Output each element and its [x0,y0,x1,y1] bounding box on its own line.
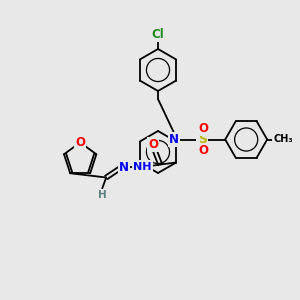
Text: Cl: Cl [152,28,164,40]
Text: O: O [148,138,158,151]
Text: CH₃: CH₃ [273,134,293,145]
Text: N: N [169,133,179,146]
Text: H: H [98,190,106,200]
Text: N: N [119,161,129,174]
Text: NH: NH [133,161,152,172]
Text: O: O [198,122,208,135]
Text: O: O [198,144,208,157]
Text: O: O [75,136,85,149]
Text: S: S [198,133,207,146]
